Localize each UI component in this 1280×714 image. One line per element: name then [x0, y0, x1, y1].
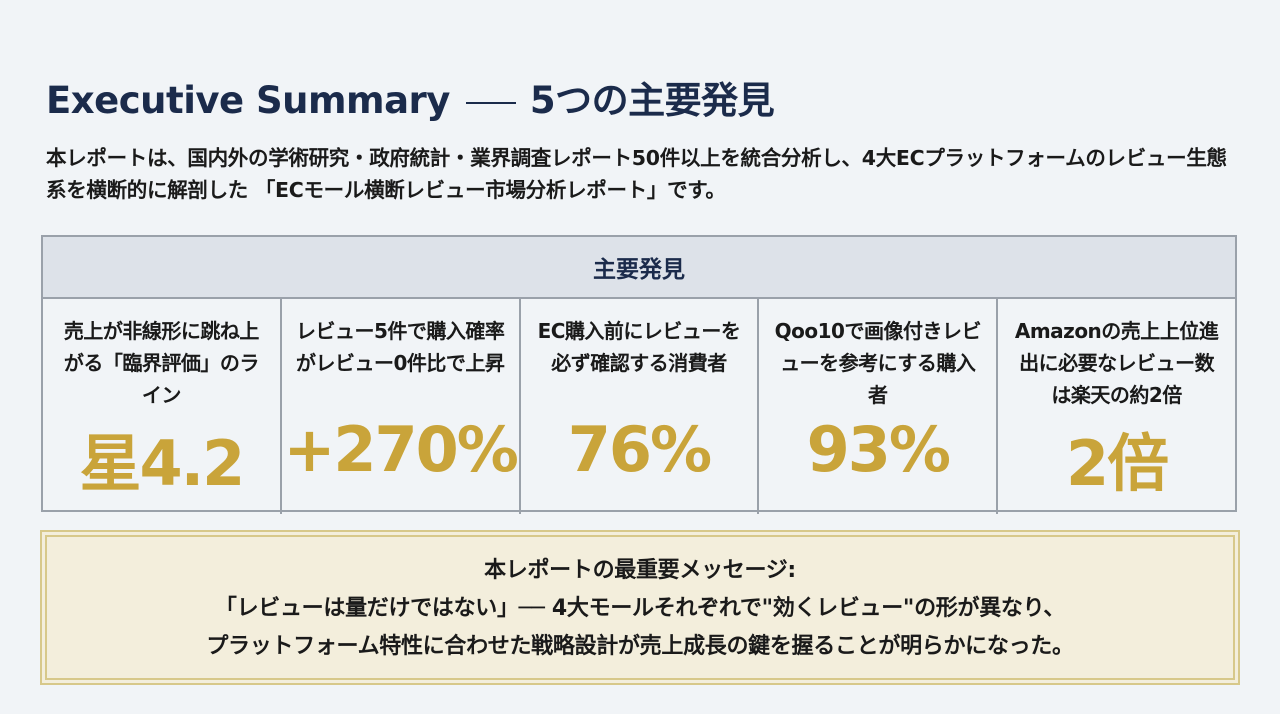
title-sub: 5つの主要発見: [529, 79, 775, 122]
key-message-line: 「レビューは量だけではない」── 4大モールそれぞれで"効くレビュー"の形が異な…: [214, 596, 1066, 621]
finding-label: Qoo10で画像付きレビューを参考にする購入者: [774, 319, 982, 407]
finding-value: 93%: [806, 413, 951, 486]
finding-cell: Amazonの売上上位進出に必要なレビュー数は楽天の約2倍 2倍: [998, 299, 1235, 514]
finding-label: Amazonの売上上位進出に必要なレビュー数は楽天の約2倍: [1014, 319, 1219, 407]
title-main: Executive Summary: [46, 79, 450, 122]
finding-cell: 売上が非線形に跳ね上がる「臨界評価」のライン星4.2: [43, 299, 282, 514]
finding-label: 売上が非線形に跳ね上がる「臨界評価」のライン: [63, 319, 259, 407]
key-message-heading: 本レポートの最重要メッセージ:: [484, 558, 796, 583]
finding-label: EC購入前にレビューを必ず確認する消費者: [537, 319, 741, 375]
page-title: Executive Summary 5つの主要発見: [46, 70, 775, 124]
finding-value: 76%: [567, 413, 712, 486]
finding-value: 星4.2: [79, 427, 245, 500]
title-divider: [465, 101, 516, 104]
key-message-box: 本レポートの最重要メッセージ: 「レビューは量だけではない」── 4大モールそれ…: [40, 530, 1240, 685]
key-message-line: プラットフォーム特性に合わせた戦略設計が売上成長の鍵を握ることが明らかになった。: [206, 634, 1074, 659]
finding-cell: Qoo10で画像付きレビューを参考にする購入者 93%: [759, 299, 999, 514]
finding-value: +270%: [283, 413, 518, 486]
finding-value: 2倍: [1066, 427, 1169, 500]
finding-label: レビュー5件で購入確率がレビュー0件比で上昇: [295, 319, 505, 375]
finding-cell: EC購入前にレビューを必ず確認する消費者 76%: [521, 299, 760, 514]
intro-text: 本レポートは、国内外の学術研究・政府統計・業界調査レポート50件以上を統合分析し…: [46, 146, 1227, 202]
findings-table: 主要発見 売上が非線形に跳ね上がる「臨界評価」のライン星4.2 レビュー5件で購…: [41, 235, 1237, 514]
finding-cell: レビュー5件で購入確率がレビュー0件比で上昇 +270%: [282, 299, 521, 514]
findings-heading: 主要発見: [43, 237, 1235, 299]
